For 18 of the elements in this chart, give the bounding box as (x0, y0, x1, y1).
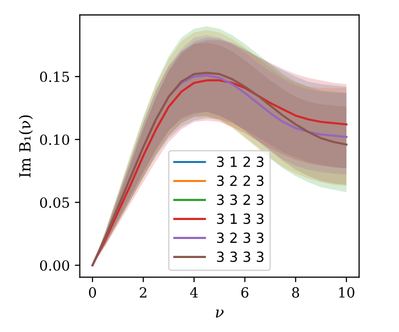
x-tick-label: 2 (140, 287, 146, 298)
x-tick-label: 8 (292, 287, 300, 298)
legend-label: 3 3 3 3 (217, 252, 264, 262)
x-axis-title: ν (216, 310, 224, 318)
legend-label: 3 1 3 3 (217, 214, 264, 224)
legend-label: 3 2 3 3 (217, 232, 264, 244)
x-tick-label: 0 (88, 287, 96, 298)
y-tick-label: 0.10 (40, 134, 70, 145)
x-tick-label: 6 (241, 287, 248, 298)
y-tick-label: 0.05 (40, 197, 70, 208)
y-tick-label: 0.15 (40, 72, 70, 82)
y-tick-label: 0.00 (40, 260, 70, 271)
x-tick-label: 4 (190, 287, 198, 298)
legend-label: 3 1 2 3 (217, 156, 264, 168)
legend-label: 3 2 2 3 (217, 176, 264, 186)
y-axis-title: Im B₁(ν) (18, 115, 33, 178)
legend-label: 3 3 2 3 (217, 194, 264, 206)
x-tick-label: 10 (339, 287, 354, 298)
